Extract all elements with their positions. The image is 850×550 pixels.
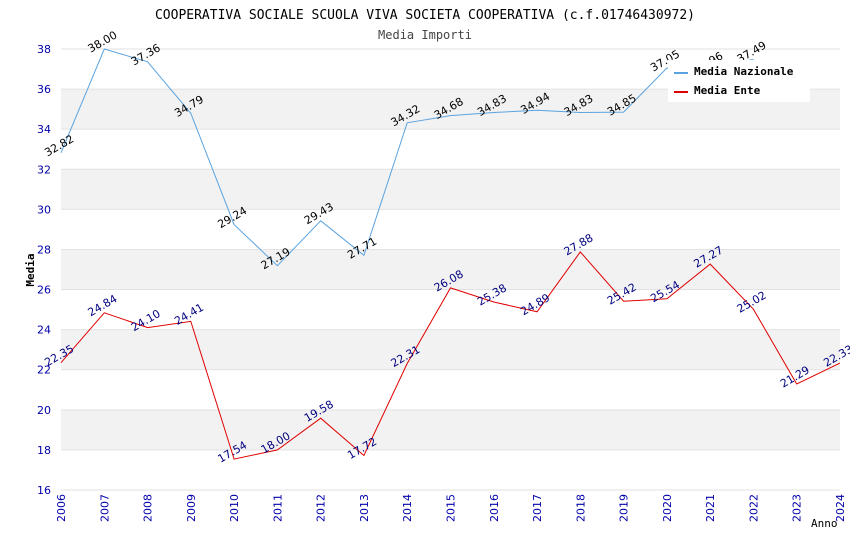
x-tick-labels: 2006 2007 2008 2009 2010 2011 2012 2013 2014 2015… [55,494,847,522]
y-tick-label: 24 [37,324,51,337]
x-tick-label: 2006 [55,494,68,522]
y-tick-label: 36 [37,83,51,96]
grid-lines [61,48,840,491]
x-tick-label: 2015 [445,494,458,522]
grid-band [61,129,840,170]
legend-label-nazionale: Media Nazionale [694,65,794,78]
y-tick-label: 26 [37,284,51,297]
chart-subtitle: Media Importi [378,28,472,42]
grid-band [61,409,840,450]
grid-band [61,169,840,210]
y-axis-label: Media [24,253,37,286]
x-tick-label: 2024 [834,494,847,522]
grid-band [61,249,840,290]
x-tick-label: 2010 [228,494,241,522]
series-lines [60,48,841,460]
x-tick-label: 2020 [661,494,674,522]
y-tick-label: 38 [37,43,51,56]
grid-band [61,369,840,410]
x-tick-label: 2018 [574,494,587,522]
chart-title: COOPERATIVA SOCIALE SCUOLA VIVA SOCIETA … [155,8,695,23]
x-tick-label: 2021 [704,494,717,522]
legend: Media Nazionale Media Ente [668,60,810,102]
grid-band [61,449,840,490]
x-tick-label: 2008 [142,494,155,522]
x-tick-label: 2007 [98,494,111,522]
x-tick-label: 2016 [488,494,501,522]
grid-bands [61,49,840,490]
y-tick-label: 30 [37,203,51,216]
grid-band [61,209,840,250]
y-tick-label: 32 [37,163,51,176]
x-tick-label: 2023 [791,494,804,522]
y-tick-label: 28 [37,243,51,256]
x-tick-label: 2013 [358,494,371,522]
y-tick-label: 16 [37,484,51,497]
x-tick-label: 2019 [618,494,631,522]
x-tick-label: 2022 [747,494,760,522]
x-tick-label: 2009 [185,494,198,522]
y-tick-label: 34 [37,123,51,136]
x-tick-label: 2017 [531,494,544,522]
y-tick-label: 22 [37,364,51,377]
y-tick-label: 20 [37,404,51,417]
x-tick-label: 2014 [401,494,414,522]
x-tick-label: 2011 [271,494,284,522]
y-tick-labels: 16 18 20 22 24 26 28 30 32 34 36 38 [37,43,51,497]
x-tick-label: 2012 [315,494,328,522]
y-tick-label: 18 [37,444,51,457]
x-axis-label: Anno [811,517,838,530]
legend-label-ente: Media Ente [694,84,761,97]
grid-band [61,329,840,370]
